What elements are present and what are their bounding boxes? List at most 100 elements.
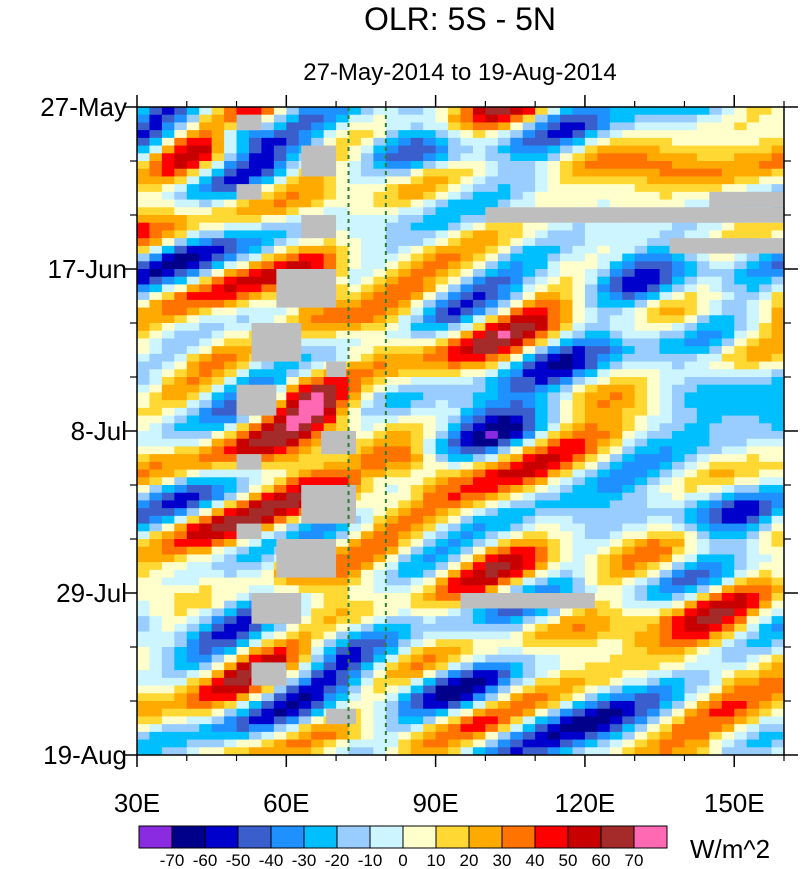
heatmap-cell: [472, 693, 486, 702]
heatmap-cell: [149, 215, 163, 224]
heatmap-cell: [385, 369, 399, 378]
heatmap-cell: [522, 469, 536, 478]
heatmap-cell: [460, 515, 474, 525]
heatmap-cell: [199, 731, 213, 741]
heatmap-cell: [373, 600, 387, 610]
heatmap-cell: [485, 392, 499, 401]
heatmap-cell: [137, 353, 151, 363]
heatmap-cell: [199, 161, 213, 170]
heatmap-cell: [535, 685, 549, 694]
heatmap-cell: [584, 670, 598, 679]
heatmap-cell: [423, 384, 437, 394]
heatmap-cell: [547, 739, 561, 748]
heatmap-cell: [448, 245, 462, 255]
heatmap-cell: [236, 685, 250, 694]
heatmap-cell: [584, 731, 598, 741]
heatmap-cell: [211, 299, 225, 309]
heatmap-cell: [211, 330, 225, 340]
heatmap-cell: [373, 500, 387, 509]
heatmap-cell: [423, 230, 437, 239]
heatmap-cell: [572, 284, 586, 293]
heatmap-cell: [273, 137, 287, 147]
heatmap-cell: [373, 176, 387, 185]
heatmap-cell: [759, 114, 773, 124]
heatmap-cell: [497, 423, 511, 432]
heatmap-cell: [647, 261, 661, 270]
heatmap-cell: [348, 361, 362, 370]
heatmap-cell: [734, 608, 748, 617]
heatmap-cell: [261, 724, 275, 733]
heatmap-cell: [261, 253, 275, 262]
heatmap-cell: [522, 261, 536, 270]
heatmap-cell: [137, 253, 151, 262]
heatmap-cell: [423, 716, 437, 725]
heatmap-cell: [385, 307, 399, 316]
heatmap-cell: [286, 145, 300, 154]
heatmap-cell: [572, 616, 586, 625]
heatmap-cell: [248, 492, 263, 502]
heatmap-cell: [721, 623, 735, 633]
heatmap-cell: [360, 315, 374, 324]
heatmap-cell: [759, 600, 773, 610]
heatmap-cell: [709, 361, 723, 370]
heatmap-cell: [572, 415, 586, 424]
heatmap-cell: [199, 253, 213, 262]
heatmap-cell: [622, 307, 636, 316]
heatmap-cell: [199, 515, 213, 525]
heatmap-cell: [286, 492, 300, 502]
heatmap-cell: [672, 616, 686, 625]
heatmap-cell: [485, 238, 499, 247]
heatmap-cell: [186, 492, 200, 502]
heatmap-cell: [273, 369, 287, 378]
heatmap-cell: [311, 377, 325, 386]
heatmap-cell: [535, 500, 549, 509]
heatmap-cell: [336, 346, 350, 355]
heatmap-cell: [460, 454, 474, 463]
heatmap-cell: [672, 623, 686, 633]
heatmap-cell: [597, 114, 611, 124]
heatmap-cell: [161, 176, 175, 185]
heatmap-cell: [199, 261, 213, 270]
heatmap-cell: [137, 346, 151, 355]
heatmap-cell: [560, 384, 574, 394]
heatmap-cell: [248, 145, 263, 154]
heatmap-cell: [385, 400, 399, 409]
heatmap-cell: [721, 145, 735, 154]
heatmap-cell: [448, 145, 462, 154]
colorbar-label: 0: [398, 851, 407, 869]
heatmap-cell: [373, 461, 387, 471]
heatmap-cell: [659, 137, 673, 147]
heatmap-cell: [137, 431, 151, 440]
heatmap-cell: [423, 639, 437, 648]
heatmap-cell: [199, 546, 213, 556]
heatmap-cell: [684, 353, 698, 363]
heatmap-cell: [261, 415, 275, 424]
heatmap-cell: [485, 685, 499, 694]
heatmap-cell: [360, 662, 374, 671]
heatmap-cell: [510, 145, 524, 154]
heatmap-cell: [535, 492, 549, 502]
heatmap-cell: [485, 546, 499, 556]
heatmap-cell: [696, 623, 710, 633]
heatmap-cell: [286, 253, 300, 262]
heatmap-cell: [348, 407, 362, 417]
heatmap-cell: [261, 585, 275, 594]
heatmap-cell: [597, 515, 611, 525]
heatmap-cell: [385, 585, 399, 594]
heatmap-cell: [460, 323, 474, 332]
heatmap-cell: [734, 747, 748, 755]
heatmap-cell: [236, 469, 250, 478]
heatmap-cell: [734, 423, 748, 432]
heatmap-cell: [560, 670, 574, 679]
heatmap-cell: [547, 677, 561, 687]
heatmap-cell: [535, 369, 549, 378]
heatmap-cell: [286, 377, 300, 386]
heatmap-cell: [398, 554, 412, 563]
heatmap-cell: [161, 338, 175, 347]
heatmap-cell: [311, 454, 325, 463]
heatmap-cell: [137, 492, 151, 502]
heatmap-cell: [323, 477, 337, 486]
heatmap-cell: [298, 137, 312, 147]
heatmap-cell: [535, 261, 549, 270]
heatmap-cell: [734, 508, 748, 517]
